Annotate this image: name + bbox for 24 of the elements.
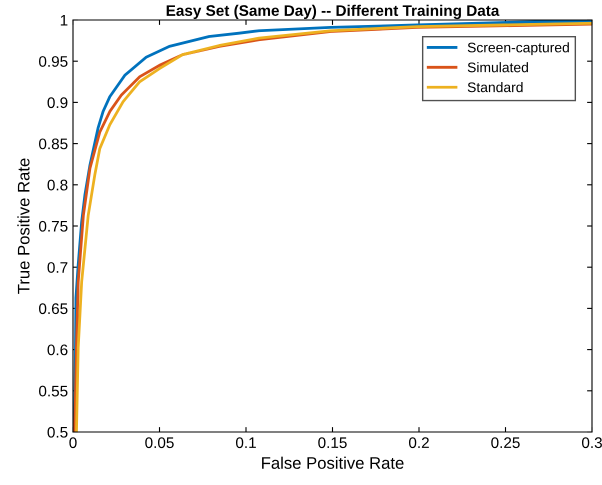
y-tick-label: 0.75 xyxy=(39,220,68,232)
y-tick-label: 0.55 xyxy=(39,386,68,396)
y-axis-title: True Positive Rate xyxy=(17,158,30,294)
chart-title: Easy Set (Same Day) -- Different Training Data xyxy=(166,4,500,20)
x-tick-label: 0 xyxy=(69,437,77,448)
y-tick-label: 0.5 xyxy=(48,426,68,438)
y-tick-label: 0.7 xyxy=(48,262,68,273)
x-axis-title: False Positive Rate xyxy=(262,456,404,469)
legend-label: Screen-captured xyxy=(468,42,569,56)
y-tick-label: 0.95 xyxy=(39,56,68,67)
x-tick-label: 0.05 xyxy=(145,437,174,448)
x-tick-label: 0.2 xyxy=(408,437,429,448)
legend-label: Simulated xyxy=(468,62,528,72)
x-tick-label: 0.1 xyxy=(236,437,256,448)
x-tick-label: 0.3 xyxy=(582,437,602,448)
x-tick-label: 0.25 xyxy=(491,437,520,448)
y-tick-label: 0.9 xyxy=(48,97,68,108)
y-tick-label: 0.8 xyxy=(48,180,68,190)
y-tick-label: 0.6 xyxy=(48,344,68,356)
x-tick-label: 0.15 xyxy=(318,437,347,448)
y-tick-label: 0.85 xyxy=(39,138,68,150)
y-tick-label: 0.65 xyxy=(39,303,68,314)
y-tick-label: 1 xyxy=(60,15,68,26)
legend-label: Standard xyxy=(468,82,523,92)
